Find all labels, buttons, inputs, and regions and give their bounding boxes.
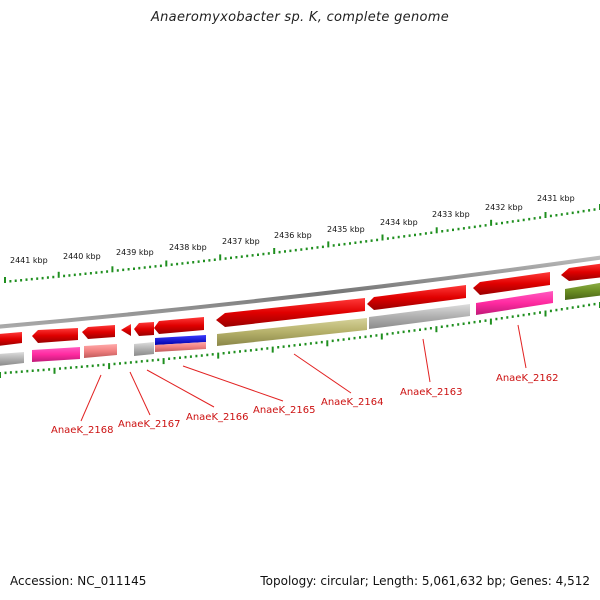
gene-arrow[interactable] (32, 328, 78, 343)
genome-title: Anaeromyxobacter sp. K, complete genome (150, 10, 450, 25)
gene-arrow[interactable] (473, 272, 550, 295)
gene-label[interactable]: AnaeK_2164 (321, 397, 383, 408)
gene-arrow[interactable] (154, 317, 204, 334)
leader-line (517, 324, 527, 369)
gene-arrow[interactable] (367, 285, 466, 310)
kbp-label: 2440 kbp (63, 252, 101, 261)
leader-line (146, 369, 215, 408)
gene-arrow[interactable] (217, 318, 367, 346)
gene-arrow[interactable] (155, 335, 206, 345)
forward-strand-genes (0, 263, 600, 346)
leader-line (182, 365, 284, 402)
leader-line (129, 371, 151, 416)
lower-tick-scale (0, 302, 600, 378)
kbp-label: 2432 kbp (485, 203, 523, 212)
gene-label[interactable]: AnaeK_2165 (253, 405, 315, 416)
gene-arrow[interactable] (121, 324, 131, 336)
gene-arrow[interactable] (84, 344, 117, 358)
reverse-strand-genes (0, 282, 600, 366)
gene-arrow[interactable] (134, 342, 154, 356)
kbp-label: 2434 kbp (380, 218, 418, 227)
gene-label[interactable]: AnaeK_2166 (186, 412, 248, 423)
genome-backbone (0, 255, 600, 329)
gene-label[interactable]: AnaeK_2167 (118, 419, 180, 430)
gene-labels: AnaeK_2168 AnaeK_2167 AnaeK_2166 AnaeK_2… (51, 373, 558, 436)
kbp-label: 2438 kbp (169, 243, 207, 252)
gene-arrow[interactable] (565, 282, 600, 300)
gene-label[interactable]: AnaeK_2162 (496, 373, 558, 384)
genome-summary-text: Topology: circular; Length: 5,061,632 bp… (260, 574, 590, 588)
upper-tick-scale (4, 204, 600, 283)
gene-arrow[interactable] (32, 347, 80, 362)
gene-arrow[interactable] (216, 298, 365, 327)
kbp-label: 2439 kbp (116, 248, 154, 257)
gene-arrow[interactable] (0, 352, 24, 366)
gene-arrow[interactable] (134, 322, 154, 336)
gene-label[interactable]: AnaeK_2163 (400, 387, 462, 398)
kbp-label: 2433 kbp (432, 210, 470, 219)
leader-line (422, 338, 431, 383)
gene-arrow[interactable] (155, 342, 206, 352)
kbp-labels: 2441 kbp 2440 kbp 2439 kbp 2438 kbp 2437… (10, 194, 575, 265)
leader-lines (80, 324, 527, 422)
kbp-label: 2437 kbp (222, 237, 260, 246)
gene-arrow[interactable] (82, 325, 115, 339)
gene-arrow[interactable] (0, 332, 22, 346)
kbp-label: 2441 kbp (10, 256, 48, 265)
accession-text: Accession: NC_011145 (10, 574, 147, 588)
gene-arrow[interactable] (369, 304, 470, 329)
leader-line (293, 353, 352, 394)
gene-arrow[interactable] (476, 291, 553, 315)
kbp-label: 2436 kbp (274, 231, 312, 240)
kbp-label: 2435 kbp (327, 225, 365, 234)
leader-line (80, 374, 102, 422)
kbp-label: 2431 kbp (537, 194, 575, 203)
gene-arrow[interactable] (561, 263, 600, 281)
gene-label[interactable]: AnaeK_2168 (51, 425, 113, 436)
